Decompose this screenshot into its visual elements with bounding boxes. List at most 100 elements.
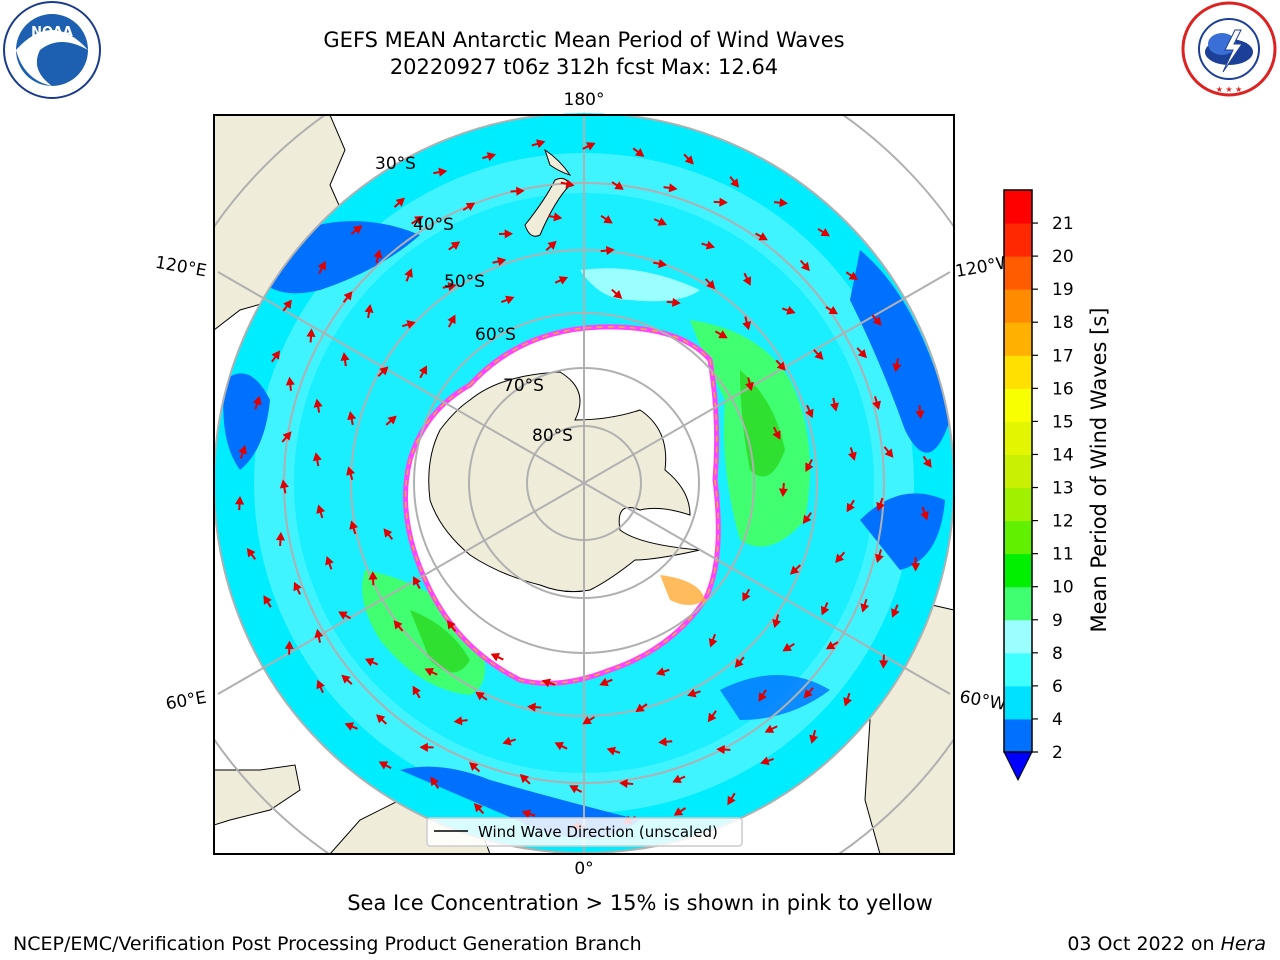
wave-direction-arrowhead [486,152,497,161]
colorbar-segment [1004,454,1032,489]
wave-direction-arrowhead [419,742,428,752]
meridian-label-60e: 60°E [164,688,208,715]
colorbar-segment [1004,487,1032,522]
wave-direction-arrowhead [406,320,416,329]
svg-text:★ ★ ★: ★ ★ ★ [1216,85,1243,94]
footer-date: 03 Oct 2022 on Hera [1067,933,1266,955]
wave-direction-arrowhead [684,155,694,165]
wave-direction-arrowhead [782,643,792,652]
wave-direction-arrowhead [252,395,262,406]
wave-direction-arrowhead [271,350,281,360]
wave-direction-arrowhead [473,803,483,813]
wave-direction-arrowhead [825,641,836,650]
colorbar-segment [1004,289,1032,323]
wave-direction-arrowhead [892,363,902,373]
wave-direction-arrowhead [673,807,684,816]
noaa-logo-text: NOAA [31,25,73,40]
colorbar-segment [1004,190,1032,224]
wave-direction-arrowhead [393,620,403,630]
wave-direction-arrowhead [805,462,814,472]
wave-direction-arrowhead [875,553,884,564]
wave-direction-arrowhead [828,306,839,315]
wave-direction-arrowhead [586,142,596,151]
wave-direction-arrowhead [708,638,718,648]
wave-direction-arrowhead [876,501,885,512]
colorbar-tick-label: 8 [1052,644,1063,664]
meridian-label-60w: 60°W [958,687,1008,715]
wave-direction-arrowhead [450,241,461,251]
chart-subtitle: 20220927 t06z 312h fcst Max: 12.64 [389,55,779,79]
africa-land [214,764,301,826]
colorbar-segment [1004,256,1032,290]
wave-direction-arrowhead [516,186,525,196]
colorbar-segment [1004,223,1032,257]
wave-direction-arrowhead [814,350,824,360]
wave-direction-arrowhead [778,488,788,498]
wave-direction-arrowhead [764,724,775,733]
wave-direction-arrowhead [279,479,289,489]
colorbar-tick-label: 10 [1052,578,1074,598]
wave-direction-arrowhead [920,511,929,521]
wave-direction-arrowhead [614,181,624,190]
wave-direction-arrowhead [830,402,839,412]
wave-direction-arrowhead [879,660,889,669]
wave-direction-arrowhead [705,240,716,250]
colorbar-tick-label: 6 [1052,677,1063,697]
wave-direction-arrowhead [340,352,350,362]
latitude-label-40s: 40°S [413,215,454,235]
wave-direction-arrowhead [910,563,921,572]
colorbar-tick-label: 14 [1052,445,1074,465]
colorbar-extend-arrow [1003,751,1033,782]
wave-direction-arrowhead [306,328,316,338]
footer-date-text: 03 Oct 2022 on [1067,933,1221,955]
wave-direction-arrowhead [742,592,751,602]
wave-direction-arrowhead [263,595,272,605]
colorbar-segment [1004,619,1032,654]
wave-direction-arrowhead [786,306,796,315]
wave-direction-arrowhead [668,183,678,193]
wave-direction-arrowhead [502,736,512,746]
wave-direction-arrowhead [758,692,767,702]
colorbar-tick-label: 16 [1052,379,1074,399]
colorbar-tick-label: 4 [1052,710,1063,730]
wave-direction-arrowhead [657,217,668,226]
latitude-label-70s: 70°S [503,376,544,396]
colorbar-tick-label: 21 [1052,214,1074,234]
wave-direction-arrowhead [707,712,717,723]
wave-direction-arrowhead [373,249,383,259]
wave-direction-arrowhead [349,520,359,530]
wave-direction-arrowhead [338,611,348,620]
wave-direction-arrowhead [734,658,744,668]
wave-direction-arrowhead [857,348,867,359]
wave-direction-arrowhead [803,689,813,699]
wave-direction-arrowhead [719,197,728,207]
wave-direction-arrowhead [789,565,800,575]
wave-direction-arrowhead [404,268,413,278]
wave-direction-arrowhead [802,514,812,524]
footer-credit: NCEP/EMC/Verification Post Processing Pr… [13,933,642,955]
wave-direction-arrowhead [275,531,286,541]
wave-direction-arrowhead [554,742,564,751]
wave-direction-arrowhead [772,618,782,629]
wave-direction-arrowhead [541,678,552,688]
meridian-label-120e: 120°E [154,253,208,282]
colorbar-tick-label: 12 [1052,512,1074,532]
colorbar-tick-label: 17 [1052,346,1074,366]
wave-direction-arrowhead [283,299,292,310]
wave-direction-arrowhead [314,628,324,638]
footer-machine: Hera [1220,933,1266,955]
colorbar-segment [1004,322,1032,356]
wave-direction-arrowhead [603,215,613,224]
antarctica-land [428,371,701,593]
wave-direction-arrowhead [413,576,422,586]
wave-direction-arrowhead [547,240,557,250]
wave-direction-arrowhead [716,745,725,755]
wave-direction-arrowhead [687,688,697,698]
wave-direction-arrowhead [504,229,514,239]
wave-direction-arrowhead [605,245,615,256]
colorbar-segment [1004,685,1032,720]
colorbar-segment [1004,355,1032,389]
wave-direction-arrowhead [447,314,456,325]
wave-direction-arrowhead [619,778,628,789]
